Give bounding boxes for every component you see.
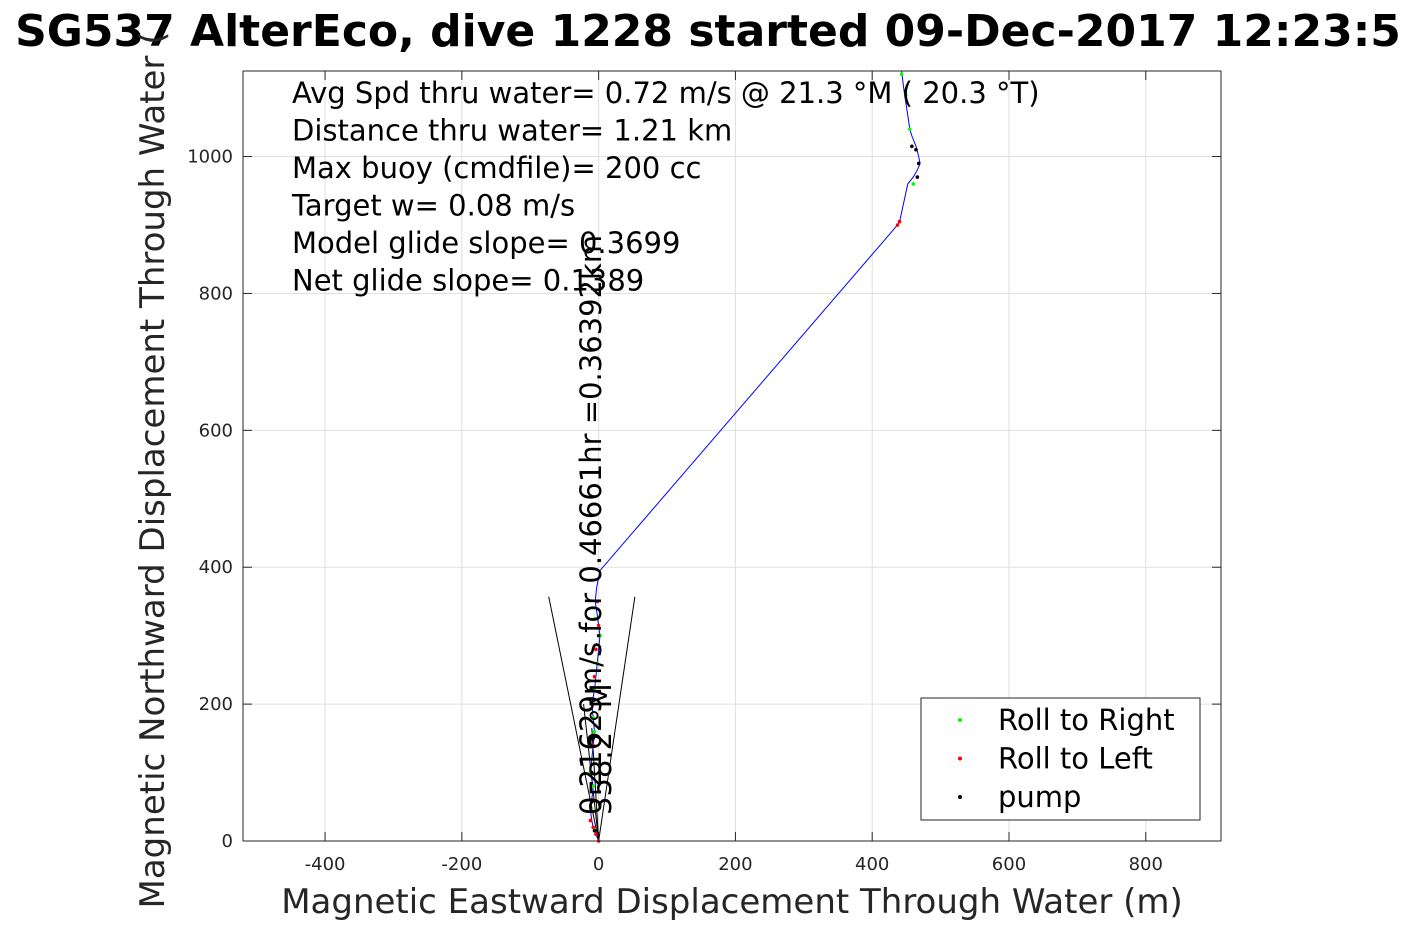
annotation-line: Net glide slope= 0.1389 xyxy=(292,264,644,298)
y-axis-label: Magnetic Northward Displacement Through … xyxy=(133,32,173,909)
data-point xyxy=(591,784,595,789)
data-point xyxy=(591,743,595,747)
chart-title: SG537 AlterEco, dive 1228 started 09-Dec… xyxy=(15,6,1401,57)
legend-marker xyxy=(958,718,962,722)
data-point xyxy=(589,702,594,706)
y-tick-label: 800 xyxy=(199,283,233,304)
annotation-line: Distance thru water= 1.21 km xyxy=(292,114,732,148)
data-point xyxy=(594,647,598,652)
data-point xyxy=(592,674,597,679)
annotation-line: Target w= 0.08 m/s xyxy=(291,189,575,223)
axis-ticks: -400 -200 0 200 400 600 800 0 200 400 600 800 1000 xyxy=(187,71,1221,875)
data-point xyxy=(897,219,902,224)
data-point xyxy=(916,161,921,166)
y-tick-label: 0 xyxy=(222,831,233,852)
data-point xyxy=(589,808,594,812)
data-point xyxy=(591,825,595,830)
annotation-line: Model glide slope= 0.3699 xyxy=(292,226,680,260)
data-point xyxy=(915,175,920,179)
x-tick-label: 400 xyxy=(855,854,889,875)
data-point xyxy=(596,623,601,628)
data-point xyxy=(895,223,900,227)
data-point xyxy=(911,182,916,186)
plot-frame xyxy=(242,70,1222,842)
data-point xyxy=(596,633,601,638)
data-point xyxy=(589,757,594,761)
data-points xyxy=(588,72,921,843)
legend-label: Roll to Left xyxy=(998,742,1153,776)
x-tick-label: 600 xyxy=(992,854,1026,875)
annotation-line: Avg Spd thru water= 0.72 m/s @ 21.3 °M (… xyxy=(292,76,1040,110)
data-point xyxy=(595,599,600,604)
legend-marker xyxy=(958,756,962,761)
data-point xyxy=(593,616,598,621)
data-point xyxy=(899,72,904,77)
fan-line xyxy=(598,596,636,842)
y-tick-label: 200 xyxy=(199,694,233,715)
current-speed-label: 0.21629m/s for 0.46661hr =0.36392km xyxy=(574,235,608,815)
current-heading-label: 358.2 °M xyxy=(584,683,618,815)
data-point xyxy=(910,144,914,149)
x-tick-label: -200 xyxy=(441,854,482,875)
data-point xyxy=(908,127,912,131)
legend-label: Roll to Right xyxy=(998,703,1175,737)
y-tick-label: 400 xyxy=(199,557,233,578)
data-point xyxy=(591,736,595,741)
x-tick-label: 800 xyxy=(1129,854,1163,875)
x-tick-label: 0 xyxy=(593,854,604,875)
annotations: Avg Spd thru water= 0.72 m/s @ 21.3 °M (… xyxy=(291,76,1040,298)
x-tick-label: -400 xyxy=(305,854,346,875)
data-point xyxy=(903,93,908,97)
y-tick-label: 600 xyxy=(199,420,233,441)
data-point xyxy=(588,818,593,823)
x-tick-label: 200 xyxy=(718,854,752,875)
legend-marker xyxy=(958,795,962,799)
data-point xyxy=(592,688,597,693)
annotation-line: Max buoy (cmdfile)= 200 cc xyxy=(292,151,701,185)
data-point xyxy=(914,147,918,152)
y-tick-label: 1000 xyxy=(187,147,233,168)
data-point xyxy=(589,770,594,775)
legend-label: pump xyxy=(998,780,1081,814)
data-point xyxy=(595,661,600,665)
data-point xyxy=(592,828,597,833)
legend: Roll to Right Roll to Left pump xyxy=(920,697,1201,821)
x-axis-label: Magnetic Eastward Displacement Through W… xyxy=(281,882,1183,922)
data-point xyxy=(592,729,597,734)
data-point xyxy=(589,798,594,802)
data-point xyxy=(591,716,595,720)
data-point xyxy=(594,832,598,836)
legend-box xyxy=(920,697,1201,821)
